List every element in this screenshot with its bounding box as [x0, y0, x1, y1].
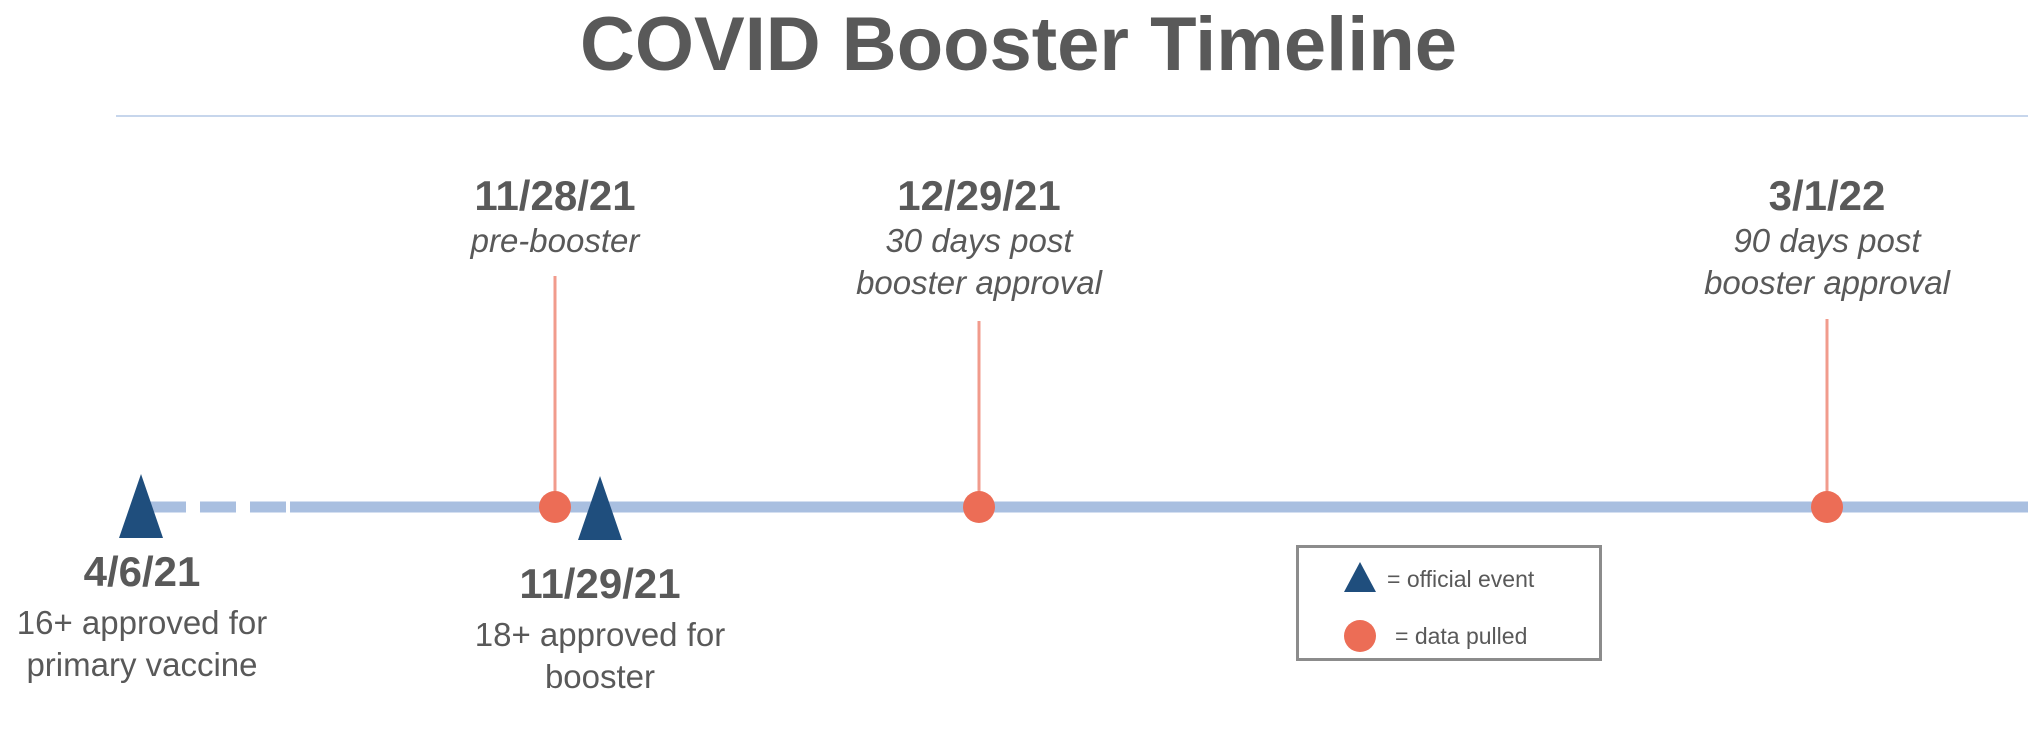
circle-icon [963, 491, 995, 523]
event-description: 16+ approved for [16, 604, 268, 641]
event-date: 3/1/22 [1768, 172, 1886, 219]
circle-icon [1344, 620, 1376, 652]
legend-official-event: = official event [1387, 566, 1535, 592]
event-date: 11/29/21 [519, 560, 681, 607]
event-4-6-21: 4/6/21 16+ approved for primary vaccine [0, 548, 284, 686]
event-12-29-21: 12/29/21 30 days post booster approval [829, 172, 1129, 304]
event-3-1-22: 3/1/22 90 days post booster approval [1677, 172, 1977, 304]
event-date: 4/6/21 [83, 548, 201, 595]
legend-markers [1344, 562, 1376, 652]
legend: = official event = data pulled [1296, 545, 1602, 661]
circle-icon [539, 491, 571, 523]
event-date: 11/28/21 [474, 172, 636, 219]
circle-icon [1811, 491, 1843, 523]
event-11-29-21: 11/29/21 18+ approved for booster [450, 560, 750, 698]
event-11-28-21: 11/28/21 pre-booster [415, 172, 695, 262]
event-description: booster [544, 658, 656, 695]
event-description: booster approval [1704, 264, 1950, 301]
triangle-icon [119, 474, 163, 538]
event-description: 90 days post [1733, 222, 1921, 259]
triangle-icon [1344, 562, 1376, 592]
legend-data-pulled: = data pulled [1395, 623, 1528, 649]
event-description: 18+ approved for [474, 616, 726, 653]
event-description: pre-booster [470, 222, 640, 259]
page-title: COVID Booster Timeline [580, 2, 1458, 87]
event-date: 12/29/21 [897, 172, 1061, 219]
title-divider [116, 115, 2028, 117]
event-description: booster approval [856, 264, 1102, 301]
event-description: 30 days post [885, 222, 1073, 259]
triangle-icon [578, 476, 622, 540]
event-description: primary vaccine [26, 646, 258, 683]
